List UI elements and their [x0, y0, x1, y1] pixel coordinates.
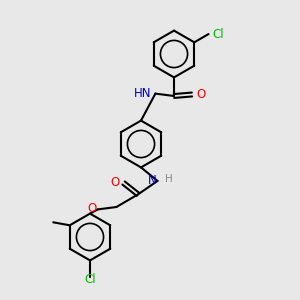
Text: N: N [148, 174, 157, 188]
Text: Cl: Cl [212, 28, 224, 40]
Text: H: H [165, 174, 173, 184]
Text: Cl: Cl [84, 273, 96, 286]
Text: HN: HN [134, 87, 152, 100]
Text: O: O [111, 176, 120, 190]
Text: O: O [196, 88, 206, 101]
Text: O: O [87, 202, 96, 215]
